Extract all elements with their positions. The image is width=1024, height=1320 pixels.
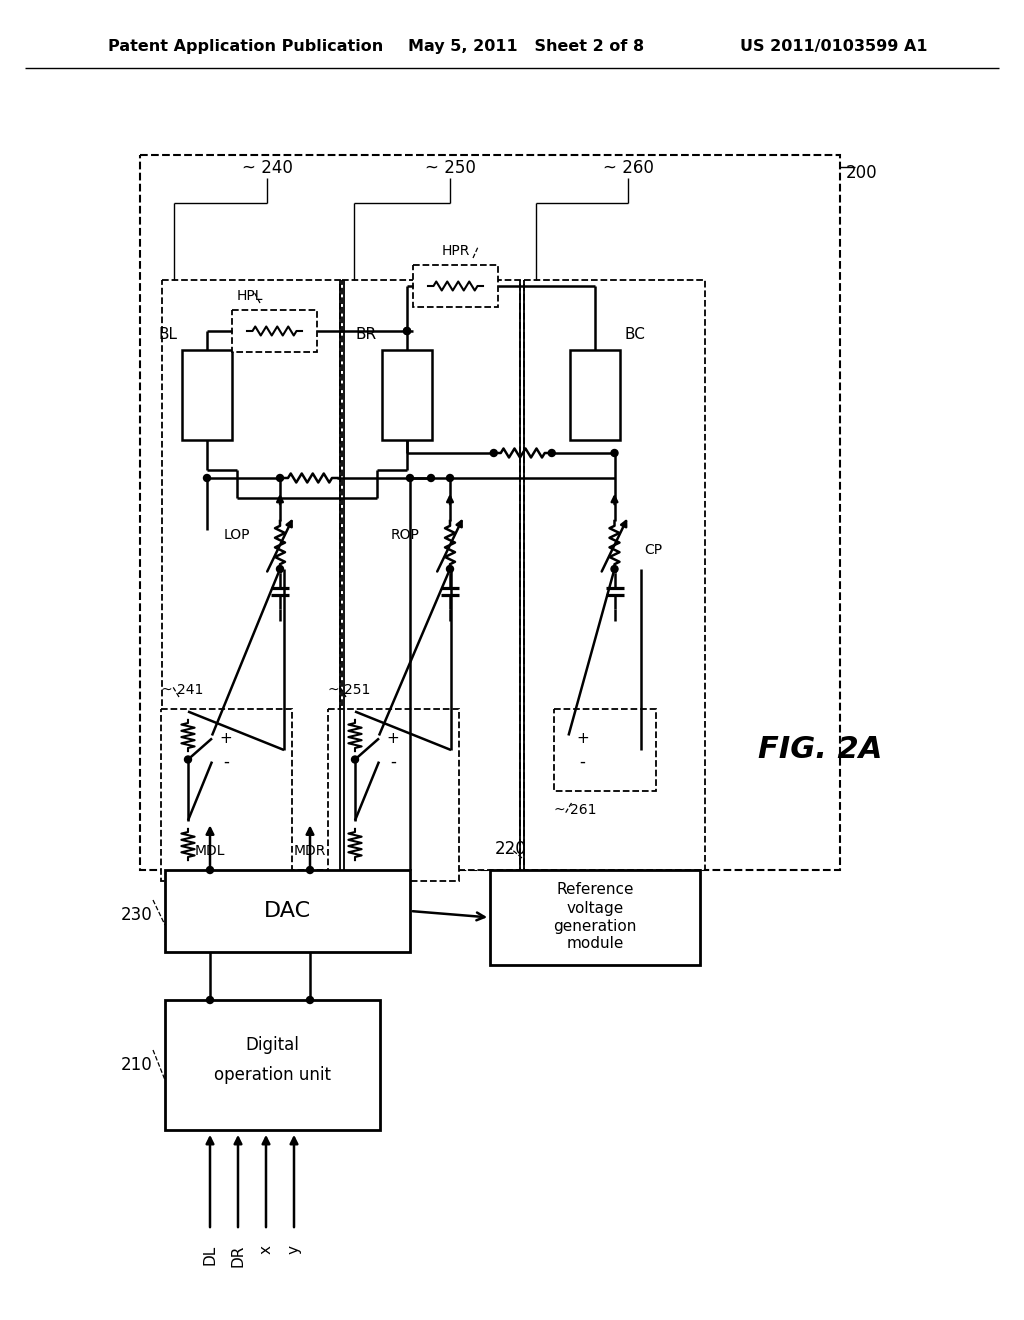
Text: generation: generation bbox=[553, 919, 637, 933]
Circle shape bbox=[276, 474, 284, 482]
Bar bbox=[342, 280, 520, 870]
Text: 210: 210 bbox=[121, 1056, 153, 1074]
Text: Patent Application Publication: Patent Application Publication bbox=[108, 40, 383, 54]
Circle shape bbox=[403, 327, 411, 334]
Text: x: x bbox=[258, 1245, 273, 1254]
Text: +: + bbox=[387, 731, 399, 746]
Text: ~ 261: ~ 261 bbox=[554, 803, 596, 817]
Circle shape bbox=[403, 327, 411, 334]
Bar bbox=[336, 711, 374, 759]
Bar bbox=[554, 709, 655, 791]
Bar bbox=[413, 265, 498, 308]
Text: DR: DR bbox=[230, 1245, 246, 1267]
Bar bbox=[570, 350, 620, 440]
Text: ~ 240: ~ 240 bbox=[242, 158, 293, 177]
Circle shape bbox=[446, 565, 454, 573]
Circle shape bbox=[276, 565, 284, 573]
Circle shape bbox=[611, 565, 618, 573]
Circle shape bbox=[306, 997, 313, 1003]
Circle shape bbox=[351, 756, 358, 763]
Bar bbox=[161, 709, 292, 880]
Text: -: - bbox=[223, 752, 229, 771]
Bar bbox=[328, 709, 459, 880]
Bar bbox=[524, 280, 705, 870]
Bar bbox=[382, 350, 432, 440]
Text: y: y bbox=[287, 1245, 301, 1254]
Text: -: - bbox=[390, 752, 396, 771]
Text: 230: 230 bbox=[121, 906, 153, 924]
Circle shape bbox=[306, 866, 313, 874]
Text: +: + bbox=[577, 731, 589, 746]
Text: FIG. 2A: FIG. 2A bbox=[758, 735, 883, 764]
Text: +: + bbox=[219, 731, 232, 746]
Text: ~ 250: ~ 250 bbox=[425, 158, 475, 177]
Text: HPR: HPR bbox=[441, 244, 470, 257]
Bar bbox=[162, 280, 340, 870]
Bar bbox=[169, 821, 207, 869]
Text: MDR: MDR bbox=[294, 843, 327, 858]
Circle shape bbox=[548, 450, 555, 457]
Text: module: module bbox=[566, 936, 624, 952]
Text: BR: BR bbox=[356, 327, 377, 342]
Bar bbox=[336, 821, 374, 869]
Bar bbox=[490, 870, 700, 965]
Text: 200: 200 bbox=[846, 164, 878, 182]
Text: BL: BL bbox=[158, 327, 177, 342]
Text: ROP: ROP bbox=[391, 528, 420, 543]
Circle shape bbox=[611, 450, 618, 457]
Circle shape bbox=[204, 474, 211, 482]
Text: MDL: MDL bbox=[195, 843, 225, 858]
Circle shape bbox=[407, 474, 414, 482]
Text: ~ 241: ~ 241 bbox=[161, 682, 204, 697]
Circle shape bbox=[446, 474, 454, 482]
Text: US 2011/0103599 A1: US 2011/0103599 A1 bbox=[740, 40, 928, 54]
Text: operation unit: operation unit bbox=[214, 1067, 331, 1084]
Bar bbox=[165, 870, 410, 952]
Text: Digital: Digital bbox=[246, 1036, 299, 1053]
Bar bbox=[182, 350, 232, 440]
Text: CP: CP bbox=[644, 543, 663, 557]
Text: May 5, 2011   Sheet 2 of 8: May 5, 2011 Sheet 2 of 8 bbox=[408, 40, 644, 54]
Text: 220: 220 bbox=[495, 840, 526, 858]
Circle shape bbox=[184, 756, 191, 763]
Bar bbox=[232, 310, 317, 352]
Text: LOP: LOP bbox=[223, 528, 250, 543]
Text: BC: BC bbox=[625, 327, 646, 342]
Text: voltage: voltage bbox=[566, 900, 624, 916]
Bar bbox=[140, 154, 840, 870]
Circle shape bbox=[427, 474, 434, 482]
Bar bbox=[169, 711, 207, 759]
Text: ~ 260: ~ 260 bbox=[602, 158, 653, 177]
Bar bbox=[165, 1001, 380, 1130]
Circle shape bbox=[490, 450, 498, 457]
Text: -: - bbox=[580, 752, 586, 771]
Text: DL: DL bbox=[203, 1245, 217, 1266]
Text: ~ 251: ~ 251 bbox=[328, 682, 371, 697]
Text: Reference: Reference bbox=[556, 883, 634, 898]
Text: DAC: DAC bbox=[264, 902, 311, 921]
Circle shape bbox=[207, 866, 213, 874]
Circle shape bbox=[207, 997, 213, 1003]
Text: HPL: HPL bbox=[237, 289, 263, 304]
